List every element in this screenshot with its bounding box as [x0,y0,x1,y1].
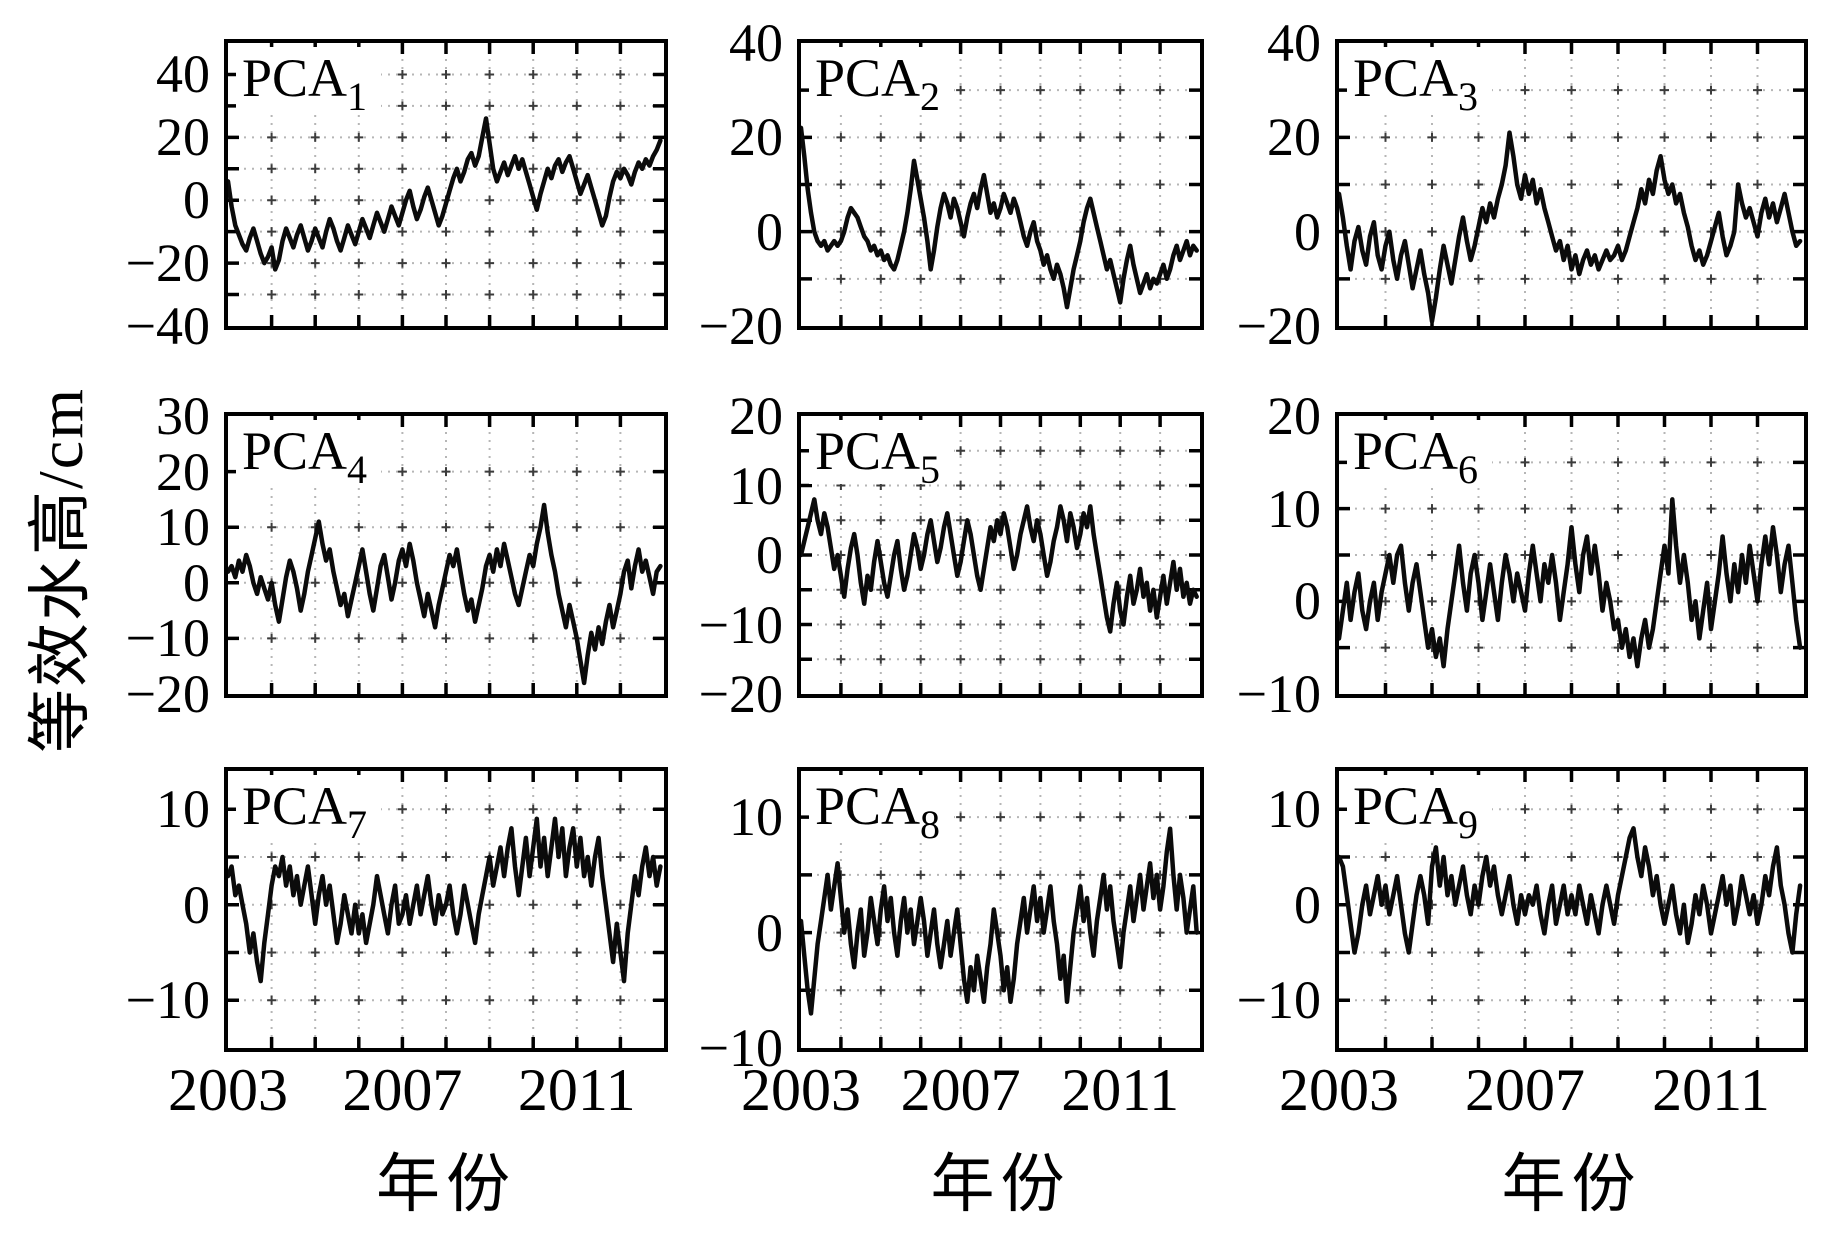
pca-subscript: 6 [1458,447,1479,492]
pca-subscript: 3 [1458,74,1479,119]
pca-5-ytick-label: 0 [756,525,783,585]
pca-5-panel-title: PCA5 [809,420,955,490]
pca-7-panel-title: PCA7 [236,775,382,845]
pca-8-series-line [801,826,1199,1016]
pca-1-plot-area [224,39,668,330]
pca-4-ytick-label: 30 [156,386,210,446]
pca-6-ytick-label: 10 [1267,478,1321,539]
grid-intersection-marks [1381,804,1762,1005]
x-tick-label: 2003 [168,1057,288,1123]
pca-1-ytick-label: 40 [156,44,210,105]
grid-intersection-marks [1381,85,1762,284]
pca-2-ytick-label: 40 [729,13,783,73]
pca-1-panel-title: PCA1 [236,47,382,117]
pca-5-ytick-label: −20 [698,664,783,724]
pca-subscript: 7 [347,802,368,847]
pca-subscript: 9 [1458,802,1479,847]
pca-7-plot-area [224,767,668,1052]
pca-8-ytick-label: −10 [698,1018,783,1078]
pca-4-ytick-label: 10 [156,497,210,558]
pca-6-ytick-label: 0 [1294,571,1321,632]
pca-4-ytick-label: 20 [156,441,210,502]
pca-3-series-line [1339,130,1803,324]
pca-3-ytick-label: 20 [1267,107,1321,168]
pca-3-ytick-label: 40 [1267,13,1321,73]
pca-7-series-line [228,816,663,984]
grid-intersection-marks [267,804,625,1005]
pca-6-ytick-label: 20 [1267,386,1321,446]
pca-9-series-line [1339,826,1803,955]
x-axis-label: 年份 [930,1149,1071,1220]
pca-9-ytick-label: −10 [1236,970,1321,1031]
pca-1-ytick-label: 0 [183,170,210,231]
pca-6-ytick-label: −10 [1236,664,1321,724]
x-tick-label: 2007 [900,1057,1021,1123]
pca-2-ytick-label: 0 [756,201,783,262]
pca-5-ytick-label: 10 [729,455,783,516]
x-axis-label: 年份 [1501,1149,1642,1220]
grid-intersection-marks [836,446,1165,664]
pca-2-series-line [801,125,1199,310]
grid-intersection-marks [836,812,1165,995]
pca-9-panel-title: PCA9 [1347,775,1493,845]
pca-subscript: 5 [920,447,941,492]
pca-6-series-line [1339,497,1803,669]
pca-1-ytick-label: −20 [125,233,210,294]
pca-7-ytick-label: 0 [183,874,210,935]
pca-subscript: 4 [347,447,368,492]
pca-8-ytick-label: 0 [756,902,783,963]
pca-3-ytick-label: −20 [1236,296,1321,356]
pca-9-ytick-label: 10 [1267,779,1321,840]
pca-subscript: 8 [920,802,941,847]
x-tick-label: 2003 [741,1057,861,1123]
x-tick-label: 2011 [1652,1057,1770,1123]
pca-2-panel-title: PCA2 [809,47,955,117]
pca-7-ytick-label: 10 [156,779,210,840]
pca-9-ytick-label: 0 [1294,874,1321,935]
x-tick-label: 2011 [517,1057,636,1123]
pca-subscript: 1 [347,74,368,119]
pca-8-ytick-label: 10 [729,787,783,848]
pca-1-series-line [228,116,663,272]
x-tick-label: 2007 [1465,1057,1585,1123]
pca-6-panel-title: PCA6 [1347,420,1493,490]
x-axis-label: 年份 [376,1149,516,1220]
pca-5-series-line [801,497,1199,634]
pca-4-series-line [228,502,663,686]
pca-1-ytick-label: 20 [156,107,210,168]
pca-subscript: 2 [920,74,941,119]
pca-2-ytick-label: −20 [698,296,783,356]
pca-4-ytick-label: −10 [125,608,210,669]
pca-4-ytick-label: 0 [183,552,210,613]
pca-2-ytick-label: 20 [729,107,783,168]
x-tick-label: 2007 [342,1057,463,1123]
pca-5-ytick-label: −10 [698,594,783,655]
pca-1-ytick-label: −40 [125,296,210,356]
pca-8-panel-title: PCA8 [809,775,955,845]
grid-intersection-marks [267,69,625,300]
grid-intersection-marks [1381,457,1762,653]
pca-3-ytick-label: 0 [1294,201,1321,262]
x-tick-label: 2011 [1061,1057,1180,1123]
pca-3-panel-title: PCA3 [1347,47,1493,117]
pca-4-panel-title: PCA4 [236,420,382,490]
pca-5-ytick-label: 20 [729,386,783,446]
x-tick-label: 2003 [1279,1057,1399,1123]
pca-4-ytick-label: −20 [125,664,210,724]
pca-7-ytick-label: −10 [125,970,210,1031]
